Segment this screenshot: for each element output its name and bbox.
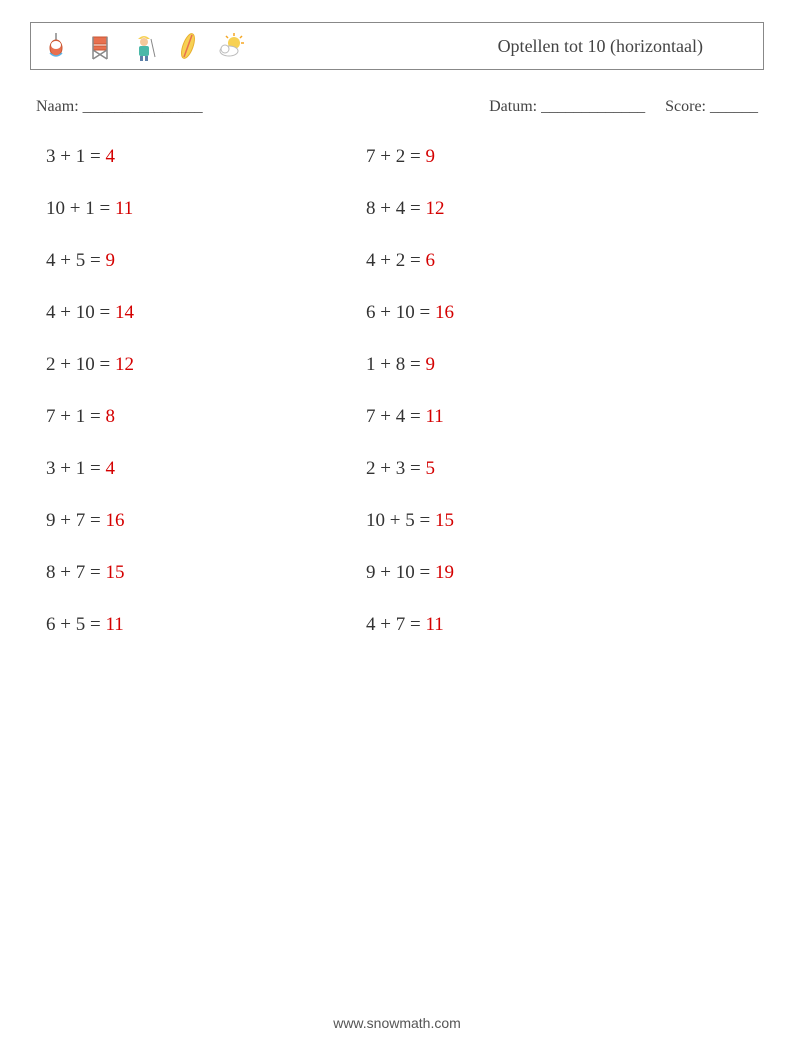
problem-row: 4 + 7 = 11 [366,614,686,636]
problem-expression: 9 + 7 = [46,510,105,531]
problem-expression: 3 + 1 = [46,458,105,479]
problem-row: 3 + 1 = 4 [46,146,366,168]
problem-answer: 11 [425,614,443,635]
problem-answer: 14 [115,302,134,323]
fisherman-icon [127,29,161,63]
header-box: Optellen tot 10 (horizontaal) [30,22,764,70]
problem-expression: 4 + 2 = [366,250,425,271]
problem-row: 6 + 10 = 16 [366,302,686,324]
problem-expression: 10 + 1 = [46,198,115,219]
problem-row: 6 + 5 = 11 [46,614,366,636]
problem-answer: 9 [105,250,115,271]
problem-answer: 12 [425,198,444,219]
director-chair-icon [83,29,117,63]
problem-row: 2 + 3 = 5 [366,458,686,480]
problem-expression: 8 + 7 = [46,562,105,583]
problem-row: 2 + 10 = 12 [46,354,366,376]
problem-row: 7 + 2 = 9 [366,146,686,168]
problem-answer: 4 [105,146,115,167]
problem-expression: 2 + 10 = [46,354,115,375]
problem-row: 8 + 7 = 15 [46,562,366,584]
problem-row: 4 + 10 = 14 [46,302,366,324]
problem-expression: 9 + 10 = [366,562,435,583]
sun-cloud-icon [215,29,249,63]
problem-row: 1 + 8 = 9 [366,354,686,376]
problem-expression: 3 + 1 = [46,146,105,167]
problem-expression: 6 + 5 = [46,614,105,635]
surfboard-icon [171,29,205,63]
problem-row: 10 + 1 = 11 [46,198,366,220]
problem-row: 7 + 1 = 8 [46,406,366,428]
problem-answer: 9 [425,146,435,167]
problem-row: 4 + 5 = 9 [46,250,366,272]
problem-row: 9 + 7 = 16 [46,510,366,532]
problem-answer: 15 [435,510,454,531]
problem-expression: 4 + 7 = [366,614,425,635]
problem-expression: 8 + 4 = [366,198,425,219]
score-field: Score: ______ [665,98,758,116]
problem-answer: 11 [425,406,443,427]
problem-answer: 15 [105,562,124,583]
problem-answer: 9 [425,354,435,375]
worksheet-title: Optellen tot 10 (horizontaal) [498,36,743,57]
date-field: Datum: _____________ [489,98,645,116]
problem-row: 10 + 5 = 15 [366,510,686,532]
problem-expression: 4 + 5 = [46,250,105,271]
problem-expression: 7 + 4 = [366,406,425,427]
problem-expression: 2 + 3 = [366,458,425,479]
problem-expression: 7 + 1 = [46,406,105,427]
problem-answer: 5 [425,458,435,479]
footer-url: www.snowmath.com [0,1015,794,1031]
problem-expression: 7 + 2 = [366,146,425,167]
problems-column-2: 7 + 2 = 98 + 4 = 124 + 2 = 66 + 10 = 161… [366,146,686,666]
info-row: Naam: _______________ Datum: ___________… [36,98,758,116]
problem-answer: 8 [105,406,115,427]
problem-answer: 19 [435,562,454,583]
problem-expression: 10 + 5 = [366,510,435,531]
icon-row [39,29,249,63]
problem-answer: 4 [105,458,115,479]
problem-answer: 16 [435,302,454,323]
problems-area: 3 + 1 = 4 10 + 1 = 11 4 + 5 = 9 4 + 10 = 14… [30,146,764,666]
fishing-float-icon [39,29,73,63]
name-field: Naam: _______________ [36,98,203,115]
problem-expression: 4 + 10 = [46,302,115,323]
problem-expression: 1 + 8 = [366,354,425,375]
problem-row: 9 + 10 = 19 [366,562,686,584]
problem-row: 3 + 1 = 4 [46,458,366,480]
problem-answer: 11 [115,198,133,219]
problem-row: 4 + 2 = 6 [366,250,686,272]
problem-answer: 16 [105,510,124,531]
problems-column-1: 3 + 1 = 4 10 + 1 = 11 4 + 5 = 9 4 + 10 = 14… [46,146,366,666]
problem-answer: 12 [115,354,134,375]
problem-row: 7 + 4 = 11 [366,406,686,428]
problem-expression: 6 + 10 = [366,302,435,323]
problem-answer: 6 [425,250,435,271]
problem-answer: 11 [105,614,123,635]
problem-row: 8 + 4 = 12 [366,198,686,220]
